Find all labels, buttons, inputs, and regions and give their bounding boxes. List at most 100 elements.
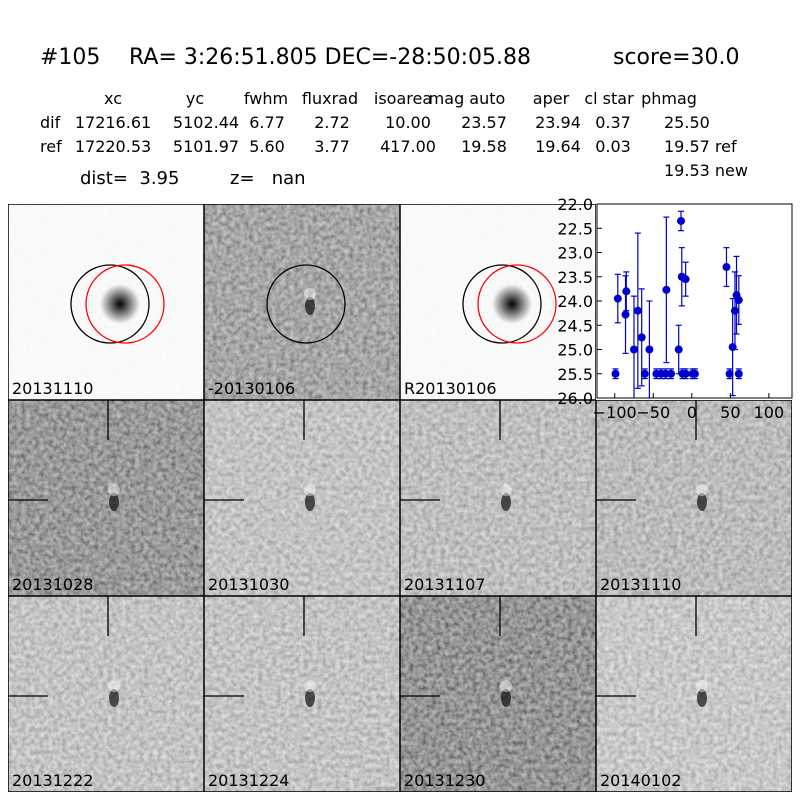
table-cell: 417.00 [380, 137, 436, 156]
stamp: 20140102 [596, 596, 792, 792]
data-point [730, 306, 739, 315]
column-header: yc [186, 89, 204, 108]
y-tick-label: 22.0 [557, 195, 593, 214]
aperture [266, 264, 346, 344]
data-point [734, 369, 743, 378]
table-cell: 19.58 [461, 137, 507, 156]
data-point [690, 369, 699, 378]
column-header: mag auto [429, 89, 506, 108]
aperture [70, 264, 150, 344]
y-tick-label: 26.0 [557, 389, 593, 408]
stamp-label: 20131110 [600, 575, 681, 594]
stamp: 20131107 [400, 400, 596, 596]
stamp-label: 20131030 [208, 575, 289, 594]
residual [109, 689, 119, 707]
residual [305, 297, 315, 315]
table-cell: 5.60 [249, 137, 285, 156]
data-point [637, 333, 646, 342]
x-tick-label: −100 [593, 403, 637, 422]
table-cell: 19.64 [535, 137, 581, 156]
table-cell: ref [40, 137, 62, 156]
data-point [722, 263, 731, 272]
data-point [629, 345, 638, 354]
score: score=30.0 [613, 45, 740, 70]
table-cell: 19.57 ref [664, 137, 737, 156]
data-point [725, 369, 734, 378]
column-header: isoarea [374, 89, 432, 108]
x-tick-label: −50 [636, 403, 670, 422]
x-tick-label: 50 [720, 403, 740, 422]
residual [500, 484, 512, 496]
residual [305, 493, 315, 511]
residual [304, 680, 316, 692]
stamp-label: 20131110 [12, 379, 93, 398]
data-point [674, 345, 683, 354]
x-tick-label: 100 [754, 403, 785, 422]
y-tick-label: 22.5 [557, 219, 593, 238]
source [100, 284, 140, 324]
column-header: phmag [641, 89, 697, 108]
source [492, 284, 532, 324]
y-tick-label: 25.0 [557, 341, 593, 360]
table-cell: 10.00 [385, 113, 431, 132]
residual [304, 484, 316, 496]
table-cell: 3.77 [314, 137, 350, 156]
y-tick-label: 23.0 [557, 244, 593, 263]
data-point [611, 369, 620, 378]
aperture [477, 264, 557, 344]
stamp: 20131110 [596, 400, 792, 596]
aperture [85, 264, 165, 344]
stamp-label: 20131107 [404, 575, 485, 594]
residual [696, 484, 708, 496]
phmag-new: 19.53 new [664, 161, 748, 180]
stamp: 20131110 [8, 204, 204, 400]
column-header: aper [533, 89, 570, 108]
data-point [734, 296, 743, 305]
y-tick-label: 24.5 [557, 316, 593, 335]
data-point [645, 345, 654, 354]
coordinates: RA= 3:26:51.805 DEC=-28:50:05.88 [129, 45, 531, 70]
plot-area [596, 203, 793, 399]
stamp-label: 20131028 [12, 575, 93, 594]
data-point [633, 306, 642, 315]
y-tick-label: 25.5 [557, 365, 593, 384]
stamp: 20131230 [400, 596, 596, 792]
stamp-label: 20140102 [600, 771, 681, 790]
residual [500, 680, 512, 692]
data-point [677, 216, 686, 225]
stamp-label: -20130106 [208, 379, 295, 398]
stamp-label: R20130106 [404, 379, 497, 398]
table-cell: 5102.44 [173, 113, 239, 132]
table-cell: 17216.61 [75, 113, 151, 132]
y-tick-label: 24.0 [557, 292, 593, 311]
residual [697, 493, 707, 511]
table-cell: 0.37 [595, 113, 631, 132]
residual [304, 288, 316, 300]
stamp-label: 20131222 [12, 771, 93, 790]
stamp: -20130106 [204, 204, 400, 400]
data-point [662, 285, 671, 294]
table-cell: 0.03 [595, 137, 631, 156]
y-tick-label: 23.5 [557, 268, 593, 287]
stamp: 20131224 [204, 596, 400, 792]
stamp-label: 20131224 [208, 771, 289, 790]
plot-marks [611, 210, 743, 398]
redshift: z= nan [230, 168, 306, 189]
table-cell: 6.77 [249, 113, 285, 132]
data-point [681, 275, 690, 284]
residual [697, 689, 707, 707]
x-tick-label: 0 [687, 403, 697, 422]
table-cell: 17220.53 [75, 137, 151, 156]
data-point [613, 294, 622, 303]
distance: dist= 3.95 [80, 168, 179, 189]
residual [696, 680, 708, 692]
stamp: R20130106 [400, 204, 596, 400]
stamp: 20131028 [8, 400, 204, 596]
column-header: fwhm [244, 89, 288, 108]
candidate-id: #105 [40, 45, 100, 70]
table-cell: dif [40, 113, 61, 132]
data-point [666, 369, 675, 378]
table-cell: 25.50 [664, 113, 710, 132]
residual [108, 680, 120, 692]
